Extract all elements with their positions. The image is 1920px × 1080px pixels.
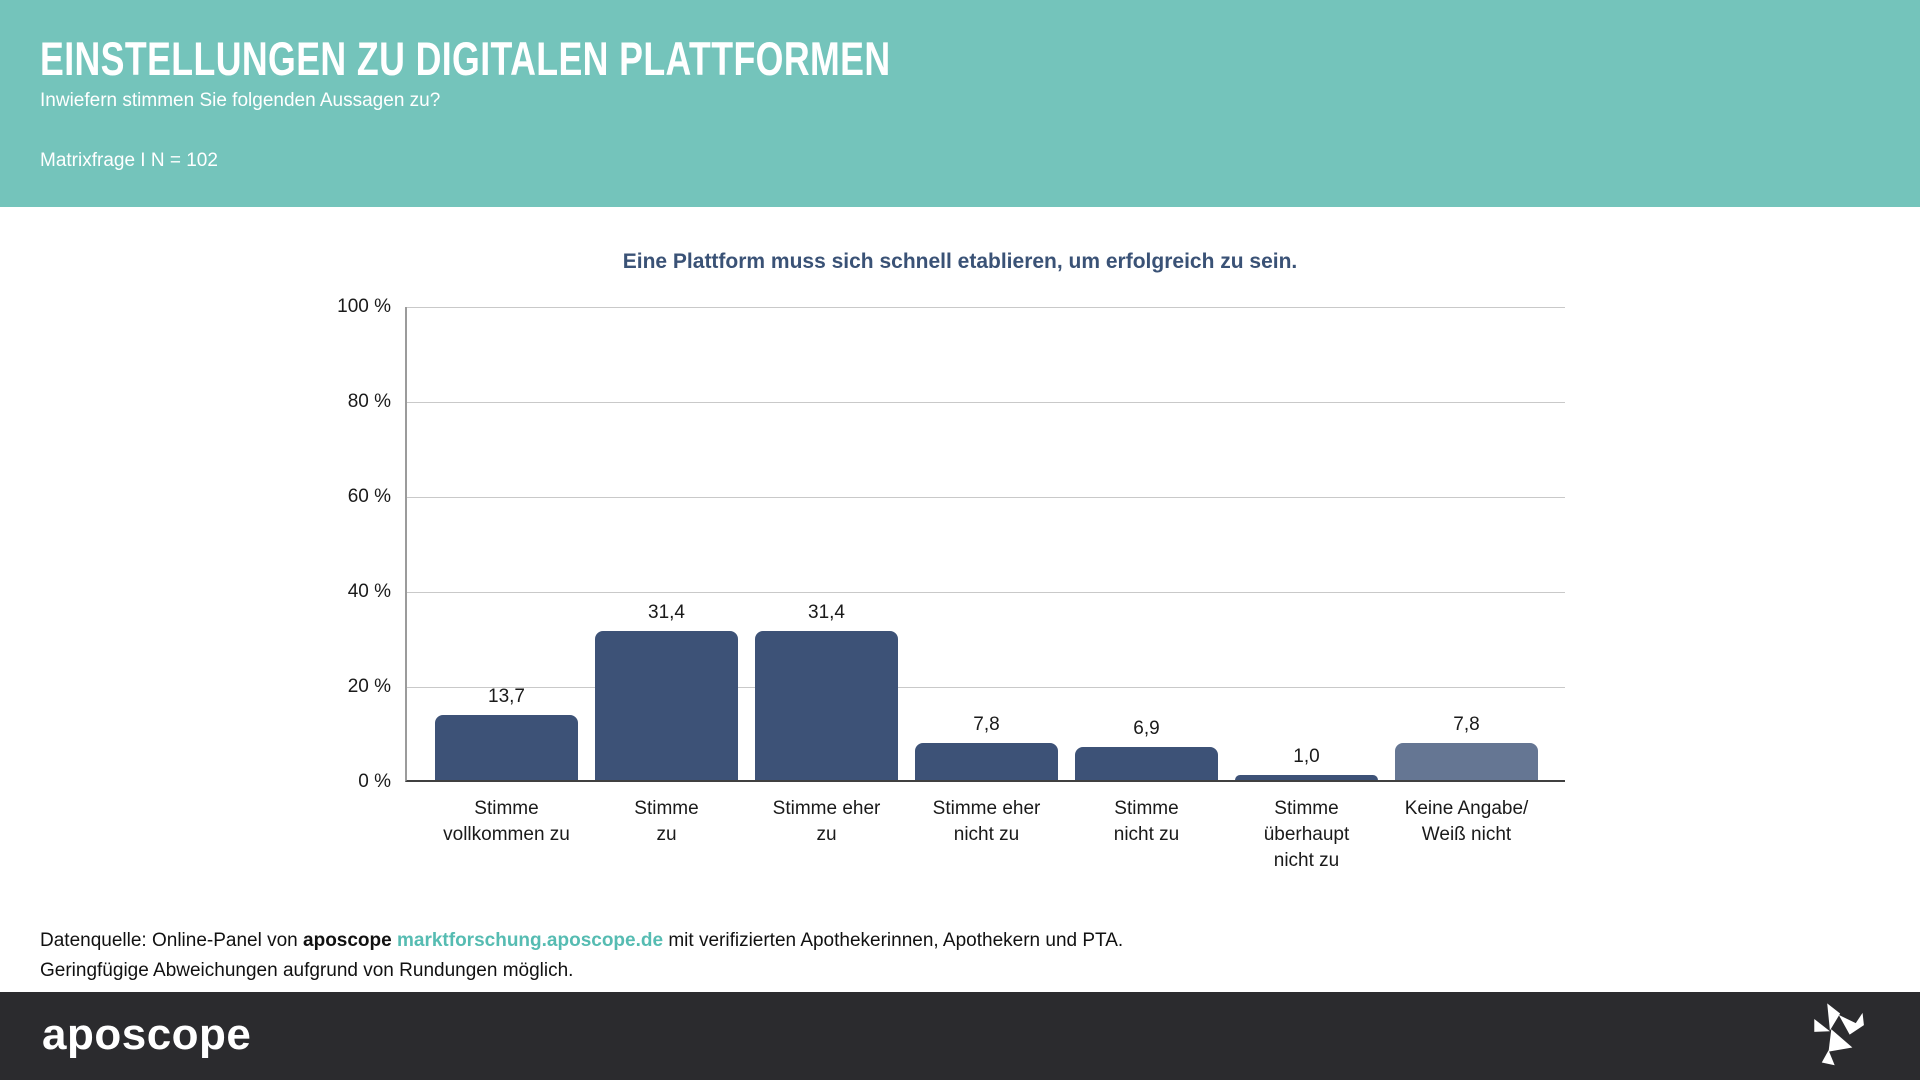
bar-value-label: 13,7 bbox=[488, 685, 525, 707]
footnote-suffix-text: mit verifizierten Apothekerinnen, Apothe… bbox=[663, 930, 1124, 951]
question-meta: Matrixfrage I N = 102 bbox=[40, 150, 218, 171]
footer-bar: aposcope bbox=[0, 992, 1920, 1080]
page-subtitle: Inwiefern stimmen Sie folgenden Aussagen… bbox=[40, 90, 441, 111]
category-label: Stimme nicht zu bbox=[1113, 798, 1180, 845]
gridline bbox=[407, 307, 1565, 308]
category-label: Stimme eher nicht zu bbox=[932, 798, 1041, 845]
bar-value-label: 7,8 bbox=[1453, 713, 1480, 735]
y-axis-tick-label: 0 % bbox=[358, 771, 391, 792]
y-axis-tick-label: 20 % bbox=[347, 676, 391, 697]
bar-value-label: 6,9 bbox=[1133, 718, 1160, 740]
bar-value-label: 31,4 bbox=[808, 601, 845, 623]
bar bbox=[435, 714, 578, 780]
footnote-line-2: Geringfügige Abweichungen aufgrund von R… bbox=[40, 960, 574, 981]
bar bbox=[1235, 775, 1378, 780]
aposcope-logo: aposcope bbox=[42, 1010, 252, 1059]
category-label: Stimme vollkommen zu bbox=[443, 798, 570, 845]
origami-bird-icon bbox=[1814, 1003, 1864, 1066]
gridline bbox=[407, 592, 1565, 593]
y-axis-tick-label: 60 % bbox=[347, 486, 391, 507]
bar-value-label: 7,8 bbox=[973, 713, 1000, 735]
category-label: Stimme zu bbox=[634, 798, 699, 845]
page-title-text: EINSTELLUNGEN ZU DIGITALEN PLATTFORMEN bbox=[40, 32, 891, 85]
gridline bbox=[407, 402, 1565, 403]
bar bbox=[1395, 742, 1538, 780]
category-label: Keine Angabe/ Weiß nicht bbox=[1404, 798, 1529, 845]
page-title: EINSTELLUNGEN ZU DIGITALEN PLATTFORMEN bbox=[40, 32, 1159, 85]
gridline bbox=[407, 497, 1565, 498]
plot-area: 100 % 80 % 60 % 40 % 20 % 0 % 13,7 Stimme vollk… bbox=[337, 296, 1565, 871]
bar bbox=[595, 630, 738, 780]
header-band: EINSTELLUNGEN ZU DIGITALEN PLATTFORMEN I… bbox=[0, 0, 1920, 207]
bar bbox=[915, 742, 1058, 780]
footnote: Datenquelle: Online-Panel von aposcope m… bbox=[40, 926, 1123, 986]
bar-value-label: 31,4 bbox=[648, 601, 685, 623]
bar bbox=[755, 630, 898, 780]
footnote-source-text: Datenquelle: Online-Panel von bbox=[40, 930, 304, 951]
bar bbox=[1075, 747, 1218, 780]
category-label: Stimme eher zu bbox=[772, 798, 881, 845]
y-axis-tick-label: 100 % bbox=[337, 296, 391, 317]
source-link[interactable]: marktforschung.aposcope.de bbox=[397, 930, 664, 951]
y-axis-tick-label: 80 % bbox=[347, 391, 391, 412]
bar-value-label: 1,0 bbox=[1293, 746, 1320, 768]
footnote-line-1: Datenquelle: Online-Panel von aposcope m… bbox=[40, 926, 1123, 956]
chart-title: Eine Plattform muss sich schnell etablie… bbox=[622, 250, 1298, 273]
y-axis-tick-label: 40 % bbox=[347, 581, 391, 602]
footnote-brand: aposcope bbox=[303, 930, 392, 951]
gridline bbox=[407, 687, 1565, 688]
category-label: Stimme überhaupt nicht zu bbox=[1263, 798, 1350, 871]
